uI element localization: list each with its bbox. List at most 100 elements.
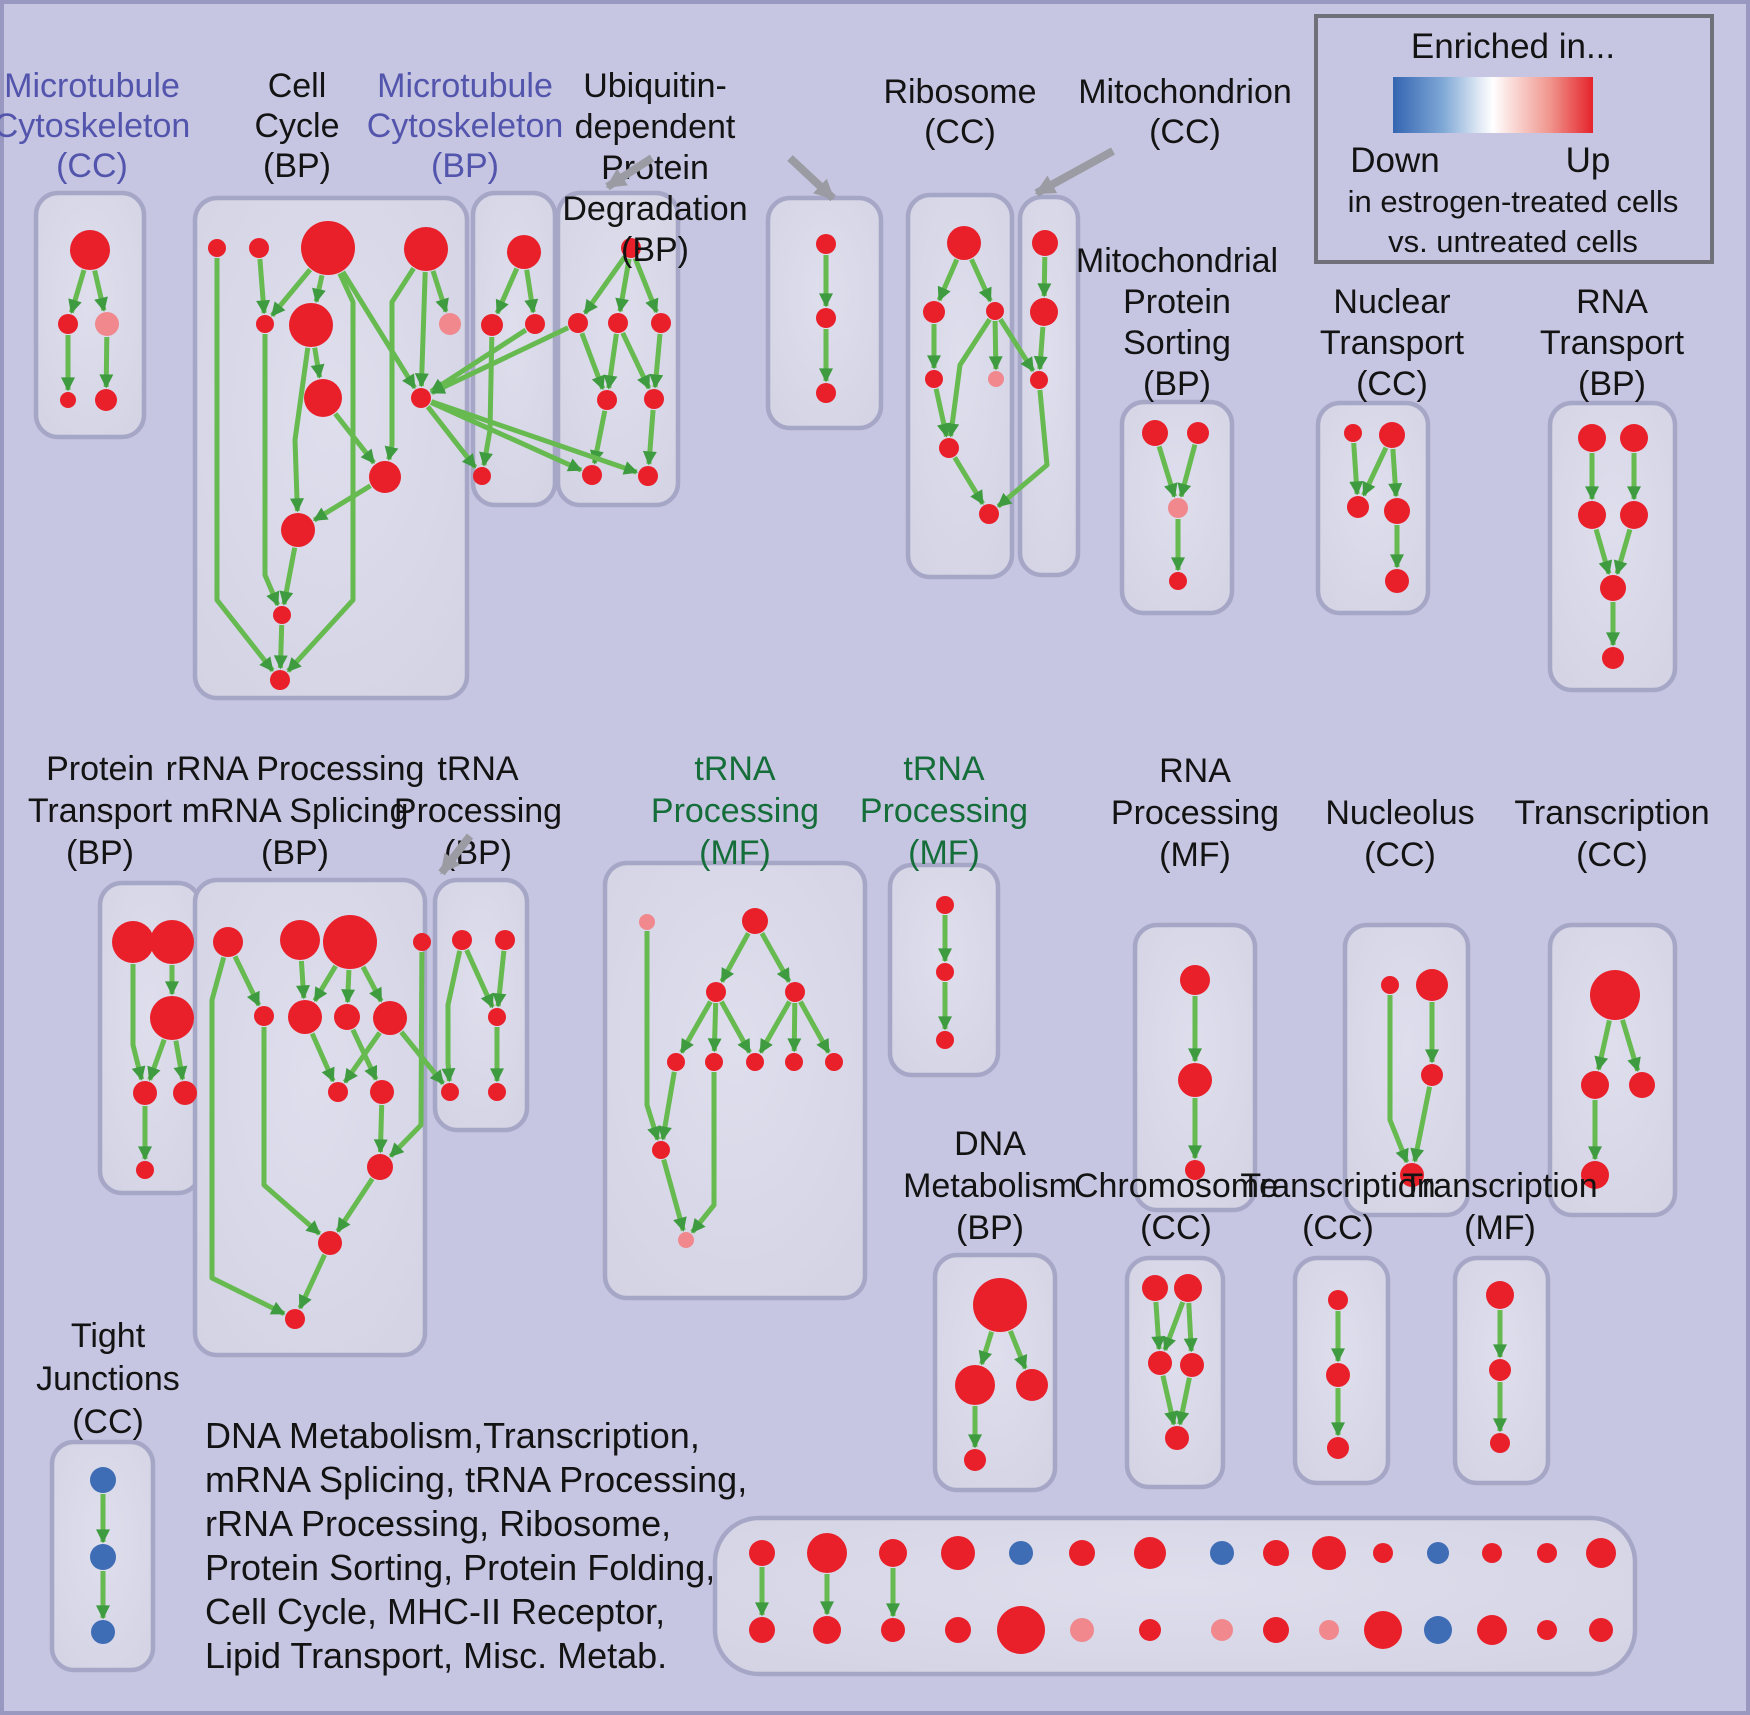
go-node-transcription-cc-1-2: [1629, 1072, 1655, 1098]
go-node-transcription-cc-1-3: [1581, 1161, 1609, 1189]
go-edge: [658, 1071, 677, 1141]
cluster-label-nuclear-transport-cc-line1: Transport: [1320, 324, 1465, 362]
cluster-box-transcription-cc-1: [1547, 922, 1678, 1218]
go-node-dna-metabolism-bp-3: [964, 1449, 986, 1471]
go-edge: [998, 318, 1036, 373]
go-edge: [679, 1000, 713, 1054]
go-node-tight-junctions-cc-2: [91, 1620, 115, 1644]
go-node-transcription-mf-2: [1490, 1433, 1510, 1453]
go-node-cell-cycle-bp-10: [281, 513, 315, 547]
annotation-arrow-1: [787, 155, 836, 202]
cluster-label-cell-cycle-bp-line1: Cycle: [254, 107, 339, 145]
go-node-nuclear-transport-cc-0: [1344, 424, 1362, 442]
go-edge: [464, 948, 495, 1009]
go-edge: [1387, 995, 1410, 1164]
cluster-label-microtubule-cytoskeleton-bp-line2: (BP): [431, 147, 499, 185]
go-node-microtubule-cytoskeleton-cc-4: [95, 389, 117, 411]
legend-up-label: Up: [1566, 141, 1611, 180]
cluster-label-protein-transport-bp-line0: Protein: [46, 750, 154, 788]
go-edge: [1594, 1019, 1612, 1071]
go-node-microtubule-cytoskeleton-cc-2: [95, 312, 119, 336]
go-edge: [147, 1038, 167, 1082]
cluster-label-nuclear-transport-cc-line2: (CC): [1356, 365, 1428, 403]
go-node-ubiquitin-degradation-bp-1: [568, 313, 588, 333]
go-node-trna-processing-mf-1-5: [705, 1053, 723, 1071]
go-node-mitochondrial-protein-sorting-bp-0: [1142, 420, 1168, 446]
go-edge: [270, 268, 313, 318]
bottom-panel-node-bottom-1: [813, 1616, 841, 1644]
go-node-cell-cycle-bp-12: [270, 670, 290, 690]
go-node-protein-transport-bp-1: [150, 920, 194, 964]
go-node-rrna-processing-mrna-splicing-bp-12: [285, 1309, 305, 1329]
go-edge: [360, 965, 384, 1003]
cluster-label-dna-metabolism-bp-line0: DNA: [954, 1125, 1026, 1163]
note-text-line3: Protein Sorting, Protein Folding,: [205, 1547, 715, 1588]
bottom-panel-node-bottom-8: [1263, 1617, 1289, 1643]
bottom-panel-node-top-8: [1263, 1540, 1289, 1566]
cluster-label-trna-processing-mf-1-line1: Processing: [651, 792, 819, 830]
cluster-label-microtubule-cytoskeleton-bp-line1: Cytoskeleton: [367, 107, 564, 145]
go-node-trna-processing-mf-1-7: [785, 1053, 803, 1071]
cluster-label-dna-metabolism-bp-line1: Metabolism: [903, 1167, 1077, 1205]
cluster-label-mitochondrial-protein-sorting-bp-line3: (BP): [1143, 365, 1211, 403]
go-node-cell-cycle-bp-1: [249, 238, 269, 258]
cluster-label-trna-processing-mf-1-line2: (MF): [699, 834, 771, 872]
go-node-microtubule-cytoskeleton-bp-2: [525, 314, 545, 334]
go-node-trna-processing-mf-1-0: [639, 914, 655, 930]
go-edge: [309, 1032, 336, 1083]
bottom-panel-box: [712, 1515, 1638, 1677]
cluster-label-transcription-cc-2-line1: (CC): [1302, 1209, 1374, 1247]
go-node-rna-transport-bp-4: [1600, 575, 1626, 601]
cluster-label-protein-transport-bp-line2: (BP): [66, 834, 134, 872]
bottom-panel-node-bottom-2: [881, 1618, 905, 1642]
go-node-rna-transport-bp-2: [1578, 501, 1606, 529]
go-edge: [492, 950, 507, 1008]
go-node-cell-cycle-bp-9: [369, 461, 401, 493]
go-edge: [1361, 446, 1389, 497]
go-edge: [68, 269, 87, 314]
go-edge: [1613, 528, 1633, 575]
bottom-panel-node-top-10: [1373, 1543, 1393, 1563]
bottom-panel-node-bottom-7: [1211, 1619, 1233, 1641]
go-edge: [1160, 1375, 1178, 1426]
go-node-dna-metabolism-bp-0: [973, 1278, 1027, 1332]
go-edge: [262, 334, 281, 607]
go-node-ubiquitin-degradation-bp-4: [597, 390, 617, 410]
cluster-label-mitochondrion-cc-line1: (CC): [1149, 113, 1221, 151]
go-node-chromosome-cc-1: [1174, 1274, 1202, 1302]
go-node-cell-cycle-bp-8: [411, 388, 431, 408]
go-edge: [642, 409, 657, 466]
legend-down-label: Down: [1350, 141, 1439, 180]
bottom-panel-node-bottom-12: [1477, 1615, 1507, 1645]
go-edge: [342, 1031, 382, 1084]
go-node-ribosome-cc-5: [939, 438, 959, 458]
go-node-rrna-processing-mrna-splicing-bp-0: [213, 927, 243, 957]
go-edge: [373, 1104, 388, 1154]
go-edge: [615, 258, 632, 313]
bottom-panel-node-bottom-3: [945, 1617, 971, 1643]
go-node-transcription-mf-1: [1489, 1359, 1511, 1381]
go-edge: [759, 931, 792, 983]
cluster-label-rrna-processing-mrna-splicing-bp-line2: (BP): [261, 834, 329, 872]
go-node-ribosome-cc-6: [979, 504, 999, 524]
bottom-panel-node-top-11: [1427, 1542, 1449, 1564]
cluster-label-rna-processing-mf-line0: RNA: [1159, 752, 1231, 790]
go-node-nucleolus-cc-3: [1400, 1163, 1424, 1187]
go-edge: [214, 258, 275, 673]
go-node-cell-cycle-bp-3: [404, 227, 448, 271]
go-node-chromosome-cc-0: [1142, 1275, 1168, 1301]
go-node-trna-processing-mf-1-8: [825, 1053, 843, 1071]
cluster-label-transcription-cc-2-line0: Transcription: [1240, 1167, 1435, 1205]
cluster-box-microtubule-cytoskeleton-cc: [33, 190, 147, 440]
go-node-rrna-processing-mrna-splicing-bp-2: [323, 915, 377, 969]
go-node-mitochondrial-protein-sorting-bp-3: [1169, 572, 1187, 590]
cluster-label-nucleolus-cc-line0: Nucleolus: [1325, 794, 1474, 832]
go-edge: [310, 347, 325, 379]
go-node-ubiquitin-degradation-bp-2-2: [816, 383, 836, 403]
go-node-cell-cycle-bp-7: [304, 379, 342, 417]
go-edge: [579, 332, 606, 391]
go-node-ubiquitin-degradation-bp-5: [644, 389, 664, 409]
go-edge: [1593, 528, 1613, 575]
